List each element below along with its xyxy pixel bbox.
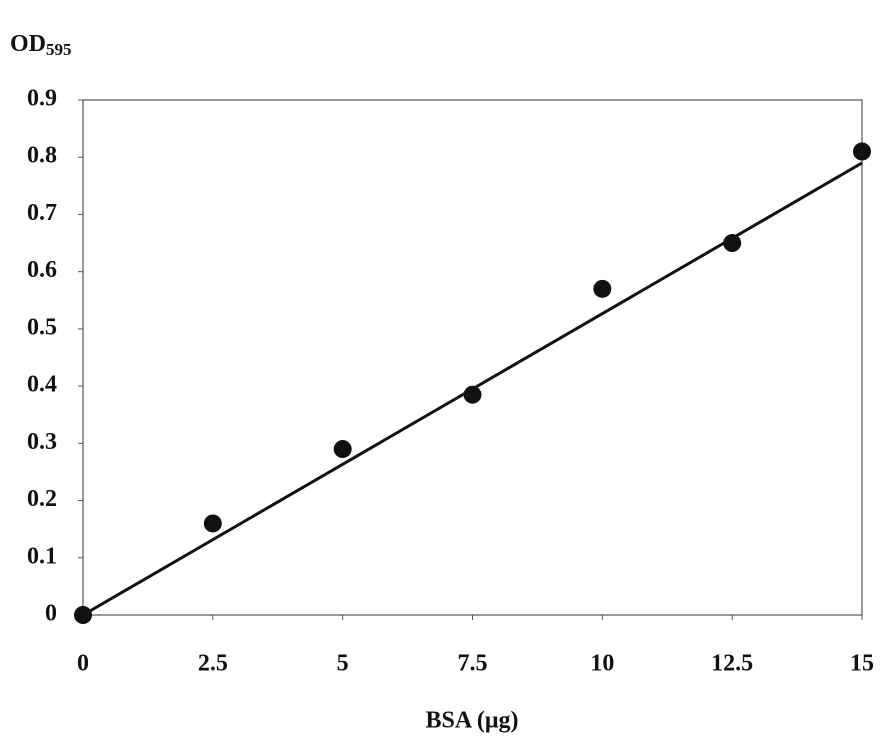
x-tick-label: 5 — [337, 651, 349, 677]
x-tick-label: 7.5 — [458, 651, 488, 677]
plot-frame — [82, 99, 863, 616]
y-tick-label: 0.8 — [27, 143, 57, 169]
x-axis-label: BSA (μg) — [426, 708, 519, 734]
x-tick-label: 15 — [850, 651, 874, 677]
y-label-subscript: 595 — [46, 40, 72, 59]
y-label-main: OD — [10, 31, 46, 57]
data-point — [853, 142, 871, 161]
y-tick-label: 0.5 — [27, 314, 57, 340]
data-point — [203, 514, 222, 533]
data-point — [723, 234, 742, 253]
y-tick-label: 0.1 — [27, 543, 57, 569]
y-tick-label: 0.4 — [27, 372, 57, 398]
y-tick-label: 0.6 — [27, 257, 57, 283]
y-tick-label: 0 — [45, 601, 57, 627]
x-tick-label: 2.5 — [198, 651, 228, 677]
data-point — [74, 606, 92, 624]
data-point — [463, 385, 482, 404]
y-tick-label: 0.3 — [27, 429, 57, 455]
y-tick-label: 0.7 — [27, 200, 57, 226]
y-tick-label: 0.2 — [27, 486, 57, 512]
x-tick-label: 10 — [590, 651, 614, 677]
x-tick-label: 12.5 — [711, 651, 753, 677]
x-tick-label: 0 — [77, 651, 89, 677]
y-tick-label: 0.9 — [27, 86, 57, 112]
data-point — [593, 279, 612, 298]
y-axis-label: OD595 — [10, 31, 72, 59]
data-point — [333, 440, 352, 459]
